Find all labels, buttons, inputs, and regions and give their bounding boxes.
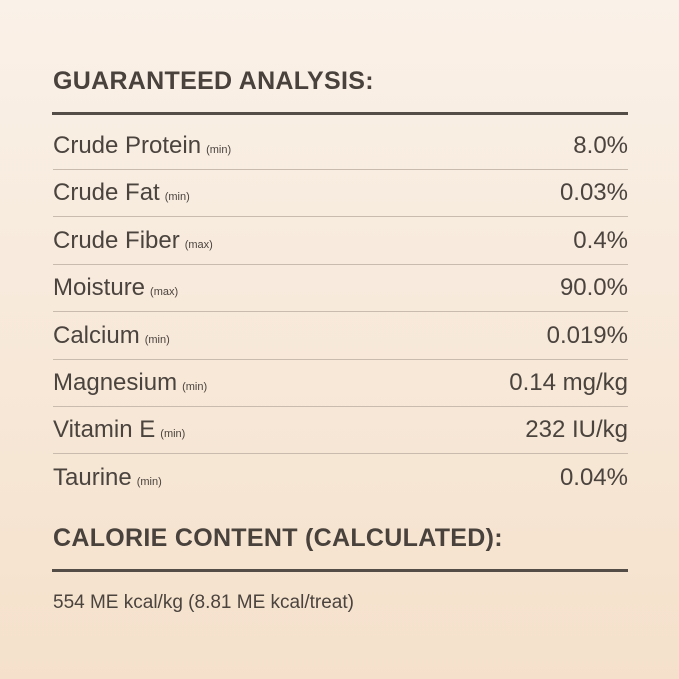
calorie-divider xyxy=(52,569,628,572)
nutrient-name: Moisture xyxy=(53,274,146,302)
nutrient-qualifier: (min) xyxy=(144,333,170,346)
table-row: Vitamin E (min) 232 IU/kg xyxy=(53,407,628,455)
nutrient-label: Vitamin E (min) xyxy=(53,416,185,444)
nutrient-qualifier: (min) xyxy=(136,475,162,488)
nutrient-name: Vitamin E xyxy=(53,416,156,444)
nutrient-name: Taurine xyxy=(53,463,132,491)
nutrient-label: Taurine (min) xyxy=(53,464,162,492)
nutrient-name: Magnesium xyxy=(53,369,178,396)
nutrient-label: Crude Fat (min) xyxy=(53,179,190,207)
nutrient-name: Crude Fiber xyxy=(53,226,180,254)
table-row: Crude Fat (min) 0.03% xyxy=(53,170,628,218)
nutrient-label: Crude Fiber (max) xyxy=(53,227,213,255)
nutrient-value: 0.14 mg/kg xyxy=(509,369,628,396)
nutrient-value: 8.0% xyxy=(573,132,628,159)
nutrient-name: Crude Protein xyxy=(53,132,202,159)
nutrient-qualifier: (max) xyxy=(150,286,179,299)
nutrient-label: Magnesium (min) xyxy=(53,369,207,397)
guaranteed-analysis-heading: GUARANTEED ANALYSIS: xyxy=(53,67,374,95)
nutrient-label: Crude Protein (min) xyxy=(53,132,231,160)
table-row: Taurine (min) 0.04% xyxy=(53,455,628,502)
table-row: Moisture (max) 90.0% xyxy=(53,265,628,313)
table-row: Crude Fiber (max) 0.4% xyxy=(53,218,628,265)
nutrient-value: 0.03% xyxy=(559,179,628,207)
nutrient-qualifier: (min) xyxy=(206,144,232,156)
nutrient-label: Moisture (max) xyxy=(53,274,178,302)
nutrient-name: Calcium xyxy=(53,321,140,349)
nutrient-value: 0.4% xyxy=(573,226,628,254)
table-row: Crude Protein (min) 8.0% xyxy=(53,123,628,170)
nutrient-qualifier: (max) xyxy=(184,238,213,251)
nutrient-value: 90.0% xyxy=(559,274,628,302)
nutrient-value: 0.019% xyxy=(546,321,628,349)
table-row: Magnesium (min) 0.14 mg/kg xyxy=(53,360,628,407)
nutrient-name: Crude Fat xyxy=(53,179,160,207)
table-row: Calcium (min) 0.019% xyxy=(53,313,628,360)
nutrient-value: 0.04% xyxy=(559,463,628,491)
nutrient-qualifier: (min) xyxy=(164,191,190,204)
nutrient-qualifier: (min) xyxy=(160,428,186,441)
calorie-content-text: 554 ME kcal/kg (8.81 ME kcal/treat) xyxy=(53,592,354,613)
nutrient-label: Calcium (min) xyxy=(53,322,170,350)
nutrient-qualifier: (min) xyxy=(182,381,208,393)
heading-divider xyxy=(52,112,628,115)
nutrient-value: 232 IU/kg xyxy=(525,416,628,444)
calorie-content-heading: CALORIE CONTENT (CALCULATED): xyxy=(53,524,503,552)
